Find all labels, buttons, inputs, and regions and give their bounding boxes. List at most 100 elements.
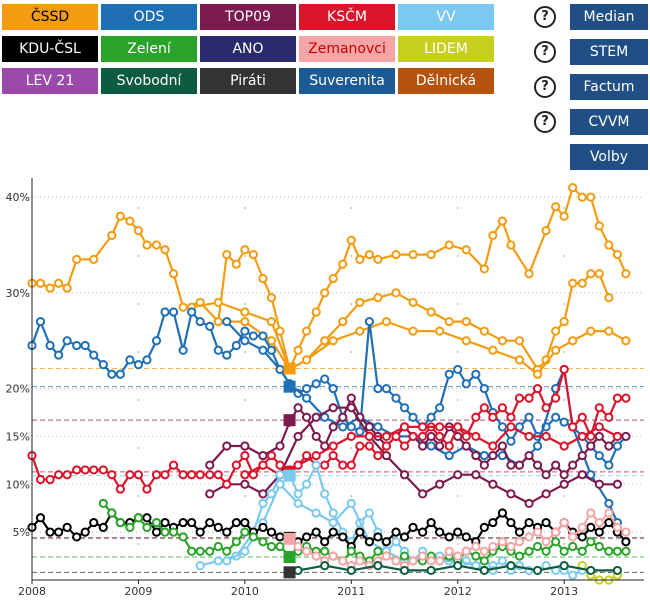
data-point[interactable] (302, 532, 312, 542)
data-point[interactable] (408, 249, 418, 260)
data-point[interactable] (435, 527, 445, 537)
data-point[interactable] (240, 517, 250, 528)
data-point[interactable] (551, 527, 561, 537)
data-point[interactable] (98, 465, 108, 475)
data-point[interactable] (373, 383, 383, 394)
data-point[interactable] (559, 546, 569, 556)
data-point[interactable] (222, 546, 232, 556)
data-point[interactable] (35, 278, 46, 288)
data-point[interactable] (338, 532, 348, 542)
data-point[interactable] (373, 450, 383, 461)
data-point[interactable] (612, 546, 622, 556)
data-point[interactable] (408, 522, 418, 532)
data-point[interactable] (187, 307, 197, 317)
data-point[interactable] (381, 441, 392, 451)
data-point[interactable] (89, 517, 99, 528)
data-point[interactable] (586, 269, 596, 279)
data-point[interactable] (524, 546, 534, 556)
data-point[interactable] (586, 565, 596, 576)
data-point[interactable] (568, 532, 578, 542)
data-point[interactable] (240, 307, 250, 317)
data-point[interactable] (133, 360, 144, 370)
data-point[interactable] (160, 470, 170, 480)
data-point[interactable] (594, 403, 604, 413)
data-point[interactable] (178, 470, 188, 480)
data-point[interactable] (320, 336, 330, 346)
data-point[interactable] (346, 565, 356, 576)
data-point[interactable] (471, 369, 481, 379)
data-point[interactable] (142, 240, 152, 250)
data-point[interactable] (488, 541, 498, 552)
data-point[interactable] (328, 273, 338, 284)
data-point[interactable] (240, 470, 250, 480)
data-point[interactable] (151, 527, 162, 537)
data-point[interactable] (453, 561, 463, 571)
data-point[interactable] (621, 393, 631, 403)
data-point[interactable] (107, 470, 117, 480)
data-point[interactable] (497, 336, 508, 346)
data-point[interactable] (240, 316, 250, 327)
data-point[interactable] (125, 522, 135, 532)
data-point[interactable] (577, 470, 587, 480)
data-point[interactable] (240, 479, 250, 489)
data-point[interactable] (479, 450, 489, 461)
data-point[interactable] (408, 326, 418, 336)
data-point[interactable] (418, 527, 428, 537)
data-point[interactable] (594, 269, 604, 279)
data-point[interactable] (320, 537, 330, 547)
data-point[interactable] (115, 484, 125, 494)
data-point[interactable] (488, 450, 498, 461)
help-icon[interactable]: ? (534, 6, 556, 28)
data-point[interactable] (266, 316, 277, 327)
data-point[interactable] (612, 479, 622, 489)
agency-button-factum[interactable]: Factum (570, 74, 648, 100)
data-point[interactable] (532, 460, 543, 470)
data-point[interactable] (98, 498, 108, 509)
data-point[interactable] (399, 532, 410, 542)
data-point[interactable] (35, 316, 46, 327)
data-point[interactable] (586, 192, 596, 202)
data-point[interactable] (506, 412, 516, 422)
data-point[interactable] (258, 273, 268, 284)
data-point[interactable] (479, 383, 489, 394)
party-button-suverenita[interactable]: Suverenita (299, 68, 395, 94)
data-point[interactable] (205, 321, 215, 331)
data-point[interactable] (471, 470, 481, 480)
data-point[interactable] (497, 537, 508, 547)
data-point[interactable] (364, 422, 374, 432)
data-point[interactable] (248, 249, 258, 260)
data-point[interactable] (258, 331, 268, 341)
data-point[interactable] (213, 345, 223, 355)
data-point[interactable] (45, 527, 55, 537)
data-point[interactable] (338, 422, 348, 432)
data-point[interactable] (604, 240, 614, 250)
data-point[interactable] (479, 556, 489, 566)
data-point[interactable] (107, 369, 117, 379)
data-point[interactable] (293, 498, 303, 509)
data-point[interactable] (258, 489, 268, 499)
data-point[interactable] (364, 441, 374, 451)
data-point[interactable] (551, 393, 561, 403)
data-point[interactable] (213, 297, 223, 308)
data-point[interactable] (524, 393, 534, 403)
data-point[interactable] (213, 470, 223, 480)
data-point[interactable] (328, 508, 338, 518)
data-point[interactable] (524, 498, 534, 509)
data-point[interactable] (497, 508, 508, 518)
data-point[interactable] (426, 565, 436, 576)
data-point[interactable] (187, 470, 197, 480)
data-point[interactable] (532, 383, 543, 394)
data-point[interactable] (604, 508, 614, 518)
data-point[interactable] (391, 537, 401, 547)
data-point[interactable] (266, 293, 277, 303)
data-point[interactable] (426, 307, 436, 317)
data-point[interactable] (311, 460, 321, 470)
data-point[interactable] (559, 211, 569, 221)
data-point[interactable] (373, 561, 383, 571)
data-point[interactable] (258, 537, 268, 547)
party-button-ano[interactable]: ANO (200, 36, 296, 62)
data-point[interactable] (568, 336, 578, 346)
data-point[interactable] (435, 556, 445, 566)
data-point[interactable] (62, 283, 72, 293)
data-point[interactable] (168, 307, 179, 317)
